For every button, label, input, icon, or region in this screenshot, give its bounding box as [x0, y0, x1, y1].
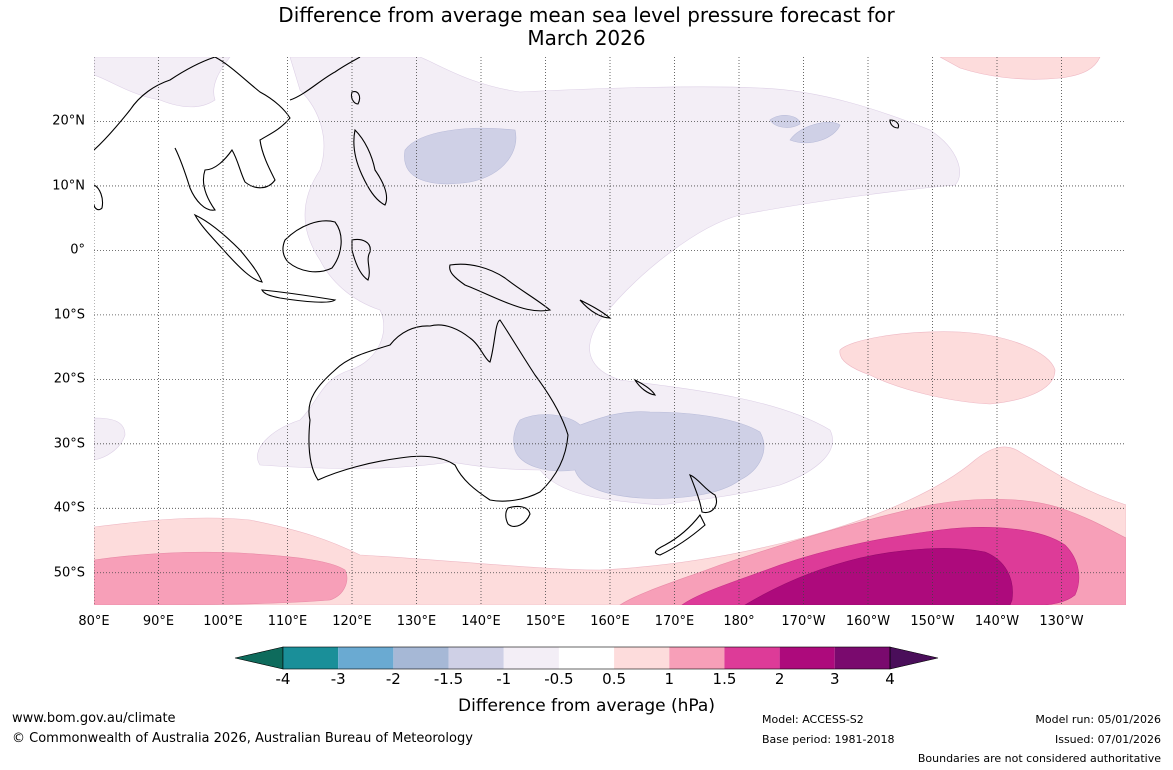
coastline-taiwan [350, 91, 361, 105]
coastline-hawaii [889, 119, 900, 129]
model-name: Model: ACCESS-S2 [762, 713, 864, 726]
anomaly-region-plus-2 [744, 548, 1013, 605]
coastline-australia [308, 319, 569, 502]
y-tick-label: 40°S [53, 500, 85, 516]
colorbar-tick-label: 0.5 [602, 670, 627, 688]
issued-date: Issued: 07/01/2026 [1054, 733, 1161, 746]
coastline-borneo [282, 220, 342, 273]
anomaly-region-minus-1-south [513, 411, 765, 499]
x-tick-label: 80°E [78, 614, 110, 629]
x-tick-label: 140°W [974, 614, 1020, 629]
colorbar-tick-label: -1.5 [433, 670, 464, 688]
x-tick-label: 100°E [203, 614, 243, 629]
colorbar-tick-label: 2 [774, 670, 785, 688]
anomaly-region-minus-1-north [404, 127, 517, 185]
chart-title: Difference from average mean sea level p… [0, 4, 1173, 50]
x-tick-label: 120°E [332, 614, 372, 629]
x-tick-label: 130°E [396, 614, 437, 629]
anomaly-region-plus-0.5-central-pacific [839, 331, 1056, 405]
coastline-sri-lanka [94, 184, 104, 211]
title-line-2: March 2026 [527, 26, 646, 50]
y-tick-label: 30°S [53, 436, 85, 452]
y-tick-label: 10°S [53, 307, 85, 323]
anomaly-region-minus-0.5-north [94, 57, 231, 108]
anomaly-region-minus-1-small-2 [789, 121, 841, 144]
coastline-philippines [353, 128, 388, 206]
colorbar-tick-label: -1 [496, 670, 512, 688]
anomaly-region-plus-0.5-northeast [939, 57, 1101, 80]
x-tick-label: 110°E [267, 614, 308, 629]
coastline-asia-mainland [94, 57, 291, 211]
colorbar-tick-label: -3 [330, 670, 346, 688]
y-tick-label: 0° [70, 242, 85, 258]
colorbar-tick-label: 1.5 [712, 670, 737, 688]
x-tick-label: 150°W [910, 614, 955, 629]
coastline-java [261, 289, 337, 303]
website-link[interactable]: www.bom.gov.au/climate [12, 711, 176, 726]
y-tick-label: 50°S [53, 565, 85, 581]
coastline-new-guinea [449, 263, 552, 312]
coastline-new-caledonia [633, 378, 657, 396]
anomaly-region-minus-0.5-west [94, 417, 126, 461]
y-tick-label: 10°N [52, 178, 85, 194]
colorbar-tick-label: 4 [885, 670, 895, 688]
x-tick-label: 170°E [654, 614, 695, 629]
coastline-sulawesi [351, 238, 371, 281]
coastline-tasmania [505, 505, 531, 527]
colorbar-tick-label: -4 [275, 670, 291, 688]
x-tick-label: 160°W [845, 614, 891, 629]
colorbar-tick-label: 1 [664, 670, 675, 688]
coastline-china-east [289, 57, 361, 101]
y-tick-label: 20°N [52, 113, 85, 129]
x-tick-label: 170°W [781, 614, 826, 629]
anomaly-region-plus-1-southwest [94, 551, 348, 605]
coastline-new-zealand-south [654, 513, 706, 556]
colorbar-tick-label: -2 [385, 670, 401, 688]
colorbar-tick-label: 3 [830, 670, 840, 688]
x-tick-label: 150°E [525, 614, 566, 629]
x-tick-label: 130°W [1039, 614, 1084, 629]
coastlines [94, 57, 900, 556]
model-run-date: Model run: 05/01/2026 [1035, 713, 1161, 726]
x-tick-label: 90°E [142, 614, 175, 629]
coastline-new-zealand-north [689, 474, 718, 514]
coastline-sumatra [193, 213, 263, 283]
boundaries-disclaimer: Boundaries are not considered authoritat… [917, 752, 1161, 765]
x-tick-label: 160°E [590, 614, 630, 629]
colorbar-tick-label: -0.5 [544, 670, 574, 688]
x-tick-label: 180° [723, 614, 755, 629]
base-period: Base period: 1981-2018 [762, 733, 895, 746]
copyright-text: © Commonwealth of Australia 2026, Austra… [12, 731, 473, 746]
colorbar-title: Difference from average (hPa) [458, 696, 715, 716]
x-tick-label: 140°E [461, 614, 501, 629]
gridlines [94, 57, 1126, 605]
title-line-1: Difference from average mean sea level p… [278, 3, 895, 27]
y-tick-label: 20°S [53, 371, 85, 387]
